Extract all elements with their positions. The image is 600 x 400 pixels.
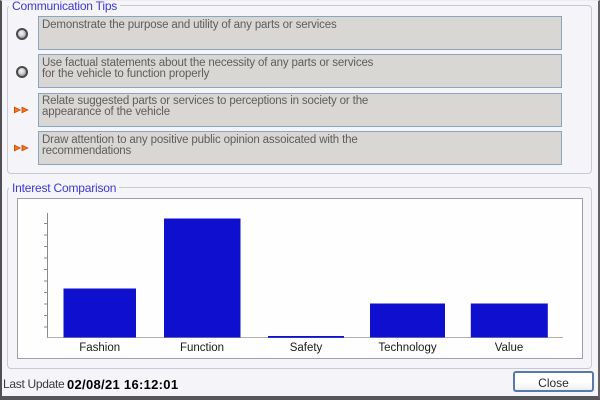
svg-text:Value: Value: [495, 342, 524, 354]
svg-text:Safety: Safety: [290, 342, 323, 354]
svg-text:Technology: Technology: [378, 342, 436, 354]
svg-text:Fashion: Fashion: [79, 342, 120, 354]
svg-text:Function: Function: [180, 342, 224, 354]
